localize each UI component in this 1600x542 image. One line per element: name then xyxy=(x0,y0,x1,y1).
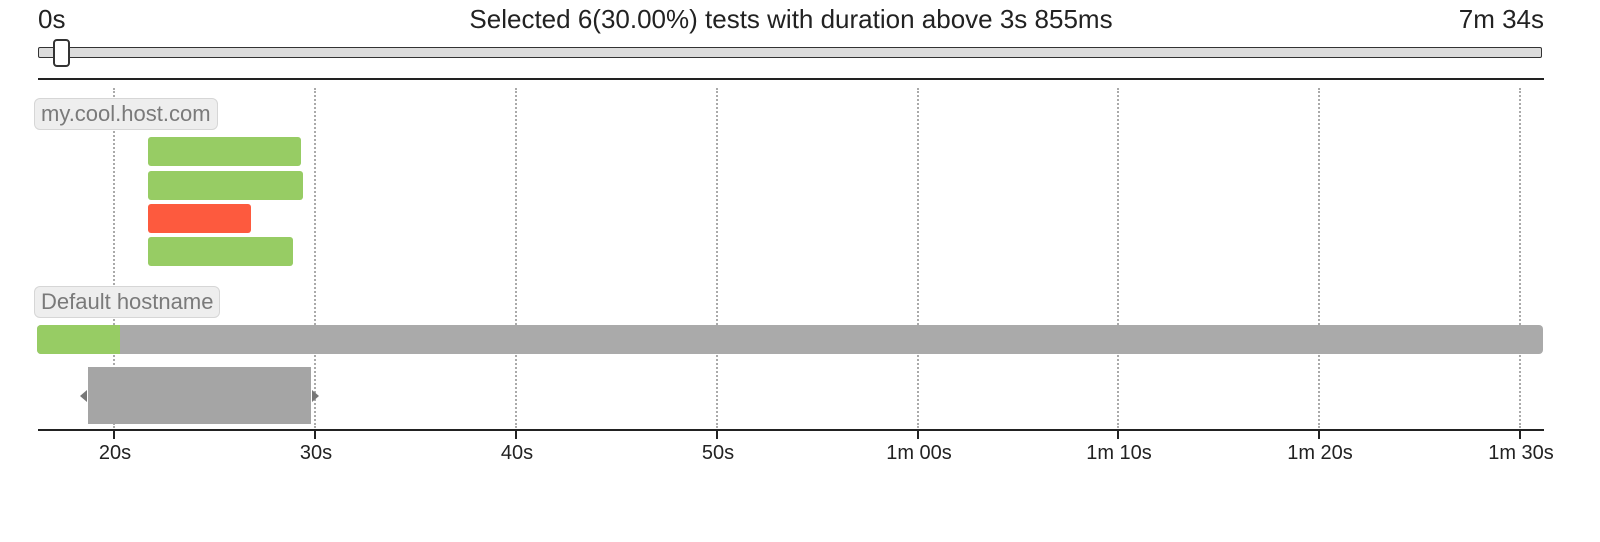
test-bar-passed[interactable] xyxy=(148,137,302,166)
timeline-chart: my.cool.host.com Default hostname 20s 30s… xyxy=(0,80,1600,480)
gridline xyxy=(515,88,517,428)
overview-bar[interactable] xyxy=(37,325,1543,354)
test-bar-passed[interactable] xyxy=(148,171,304,200)
range-min-label: 0s xyxy=(38,4,66,34)
overview-passed-segment xyxy=(37,325,120,354)
host-label-default-hostname: Default hostname xyxy=(34,286,221,318)
axis-tick xyxy=(515,431,517,439)
axis-tick-label: 20s xyxy=(98,442,132,464)
duration-slider-track[interactable] xyxy=(38,47,1542,58)
axis-tick-label: 1m 30s xyxy=(1488,442,1554,464)
axis-tick xyxy=(113,431,115,439)
gridline xyxy=(1117,88,1119,428)
gridline xyxy=(917,88,919,428)
host-label-my-cool-host: my.cool.host.com xyxy=(34,98,218,130)
axis-tick-label: 1m 00s xyxy=(886,442,952,464)
gridline xyxy=(1519,88,1521,428)
gridline xyxy=(716,88,718,428)
axis-tick-label: 1m 10s xyxy=(1086,442,1152,464)
axis-tick xyxy=(1519,431,1521,439)
axis-tick-label: 30s xyxy=(299,442,333,464)
axis-tick xyxy=(314,431,316,439)
brush-right-handle-icon[interactable] xyxy=(312,390,320,402)
range-max-label: 7m 34s xyxy=(1458,4,1544,34)
gridline xyxy=(1318,88,1320,428)
axis-tick-label: 1m 20s xyxy=(1287,442,1353,464)
duration-slider-handle[interactable] xyxy=(52,39,70,67)
header-divider xyxy=(38,78,1544,80)
axis-tick xyxy=(1318,431,1320,439)
time-axis-line xyxy=(38,429,1544,431)
test-bar-failed[interactable] xyxy=(148,204,251,233)
timeline-brush-selection[interactable] xyxy=(88,367,312,424)
test-bar-passed[interactable] xyxy=(148,237,293,266)
range-header: 0s Selected 6(30.00%) tests with duratio… xyxy=(38,4,1544,34)
gridline xyxy=(113,88,115,428)
axis-tick xyxy=(716,431,718,439)
brush-left-handle-icon[interactable] xyxy=(80,390,88,402)
axis-tick-label: 50s xyxy=(701,442,735,464)
axis-tick xyxy=(917,431,919,439)
axis-tick-label: 40s xyxy=(500,442,534,464)
selection-summary: Selected 6(30.00%) tests with duration a… xyxy=(469,4,1113,34)
axis-tick xyxy=(1117,431,1119,439)
gridline xyxy=(314,88,316,428)
